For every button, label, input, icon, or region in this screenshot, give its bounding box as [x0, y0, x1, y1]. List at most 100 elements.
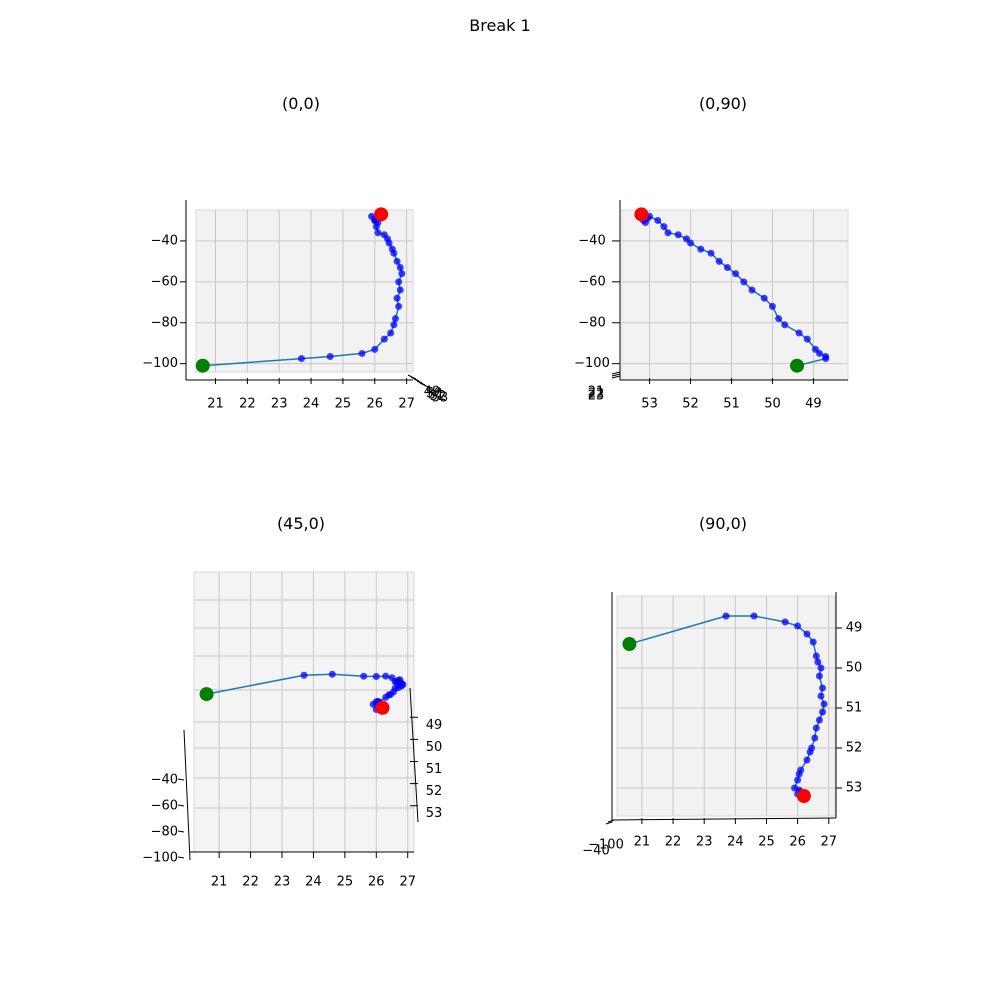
panel-0-0-track-point	[388, 245, 396, 253]
panel-0-0-track-point	[393, 257, 401, 265]
panel-90-0-tick-label: 51	[846, 701, 863, 716]
panel-45-0-tick-label: 52	[426, 784, 443, 799]
panel-90-0-track-point	[812, 652, 820, 660]
panel-0-0-track-point	[391, 315, 399, 323]
panel-0-90-track-point	[732, 270, 740, 278]
panel-90-0-axis-line	[611, 817, 837, 821]
panel-90-0-tick-label: 23	[696, 835, 713, 850]
panel-0-0-start-point	[195, 358, 210, 373]
panel-45-0-track-point	[382, 693, 390, 701]
panel-0-0-tick-label: 22	[239, 397, 256, 412]
panel-0-0-tick-label: 21	[207, 397, 224, 412]
panel-0-90-track-point	[822, 353, 830, 361]
panel-0-90-track-point	[674, 231, 682, 239]
panel-0-0-tick-label: 24	[303, 397, 320, 412]
panel-45-0-tick-label: 49	[426, 718, 443, 733]
panel-45-0	[177, 571, 419, 861]
panel-0-90-track-point	[781, 321, 789, 329]
panel-0-0-tick-label: 23	[271, 397, 288, 412]
panel-45-0-tick-label: 23	[274, 875, 291, 890]
panel-0-0-track-point	[396, 286, 404, 294]
panel-0-90-tick-label: 52	[682, 397, 699, 412]
panel-0-90-track-point	[775, 315, 783, 323]
panel-0-90-tick-label: 53	[641, 397, 658, 412]
panel-0-0-track-point	[371, 345, 379, 353]
panel-90-0-track-point	[781, 618, 789, 626]
panel-0-90-track-point	[697, 245, 705, 253]
panel-0-0-track-point	[390, 321, 398, 329]
panel-0-0-tick-label: 25	[335, 397, 352, 412]
panel-0-0-track-point	[374, 229, 382, 237]
panel-90-0-track-point	[803, 630, 811, 638]
panel-0-90-tick-label: 50	[764, 397, 781, 412]
panel-45-0-tick-label: 50	[426, 740, 443, 755]
panel-45-0-tick	[177, 804, 185, 807]
panel-0-0-tick-label: −100	[142, 356, 178, 371]
panel-45-0-tick	[177, 856, 185, 859]
panel-0-90-track-point	[723, 264, 731, 272]
panel-90-0-pane	[616, 595, 836, 817]
panel-0-90-pane	[621, 209, 849, 381]
panel-0-0-track-point	[395, 302, 403, 310]
panel-45-0-tick-label: 51	[426, 762, 443, 777]
panel-0-90-track-point	[664, 229, 672, 237]
panel-90-0	[605, 592, 842, 825]
subplot-title-90-0: (90,0)	[698, 514, 748, 533]
panel-0-0-tick	[419, 382, 429, 388]
panel-0-90-track-point	[707, 249, 715, 257]
panel-0-90	[611, 200, 849, 384]
panel-90-0-track-point	[820, 700, 828, 708]
panel-90-0-tick	[607, 819, 615, 823]
panel-90-0-track-point	[795, 770, 803, 778]
panel-45-0-tick	[177, 830, 185, 833]
panel-45-0-tick-label: 21	[211, 875, 228, 890]
panel-0-0-tick-label: −40	[151, 233, 178, 248]
panel-45-0-tick-label: −40	[151, 773, 178, 788]
panel-0-0-track-point	[326, 353, 334, 361]
panel-0-90-track-point	[803, 335, 811, 343]
panel-0-0-track-point	[380, 335, 388, 343]
panel-90-0-tick-label: 27	[820, 835, 837, 850]
panel-0-0-track-point	[396, 264, 404, 272]
panel-45-0-tick	[177, 778, 185, 781]
panel-90-0-track-point	[812, 724, 820, 732]
panel-45-0-end-point	[375, 700, 390, 715]
panel-90-0-track-point	[794, 776, 802, 784]
panel-0-90-tick-label: 21	[588, 385, 605, 400]
panel-45-0-tick-label: −60	[151, 799, 178, 814]
panel-0-90-tick	[611, 373, 621, 377]
figure-title: Break 1	[469, 16, 531, 35]
panel-0-0-track-point	[393, 294, 401, 302]
panel-0-0-tick-label: 49	[424, 385, 441, 400]
panel-45-0-track-point	[360, 672, 368, 680]
panel-45-0-tick-label: −80	[151, 825, 178, 840]
panel-0-0-tick-label: −60	[151, 274, 178, 289]
panel-90-0-track-point	[815, 716, 823, 724]
panel-90-0-tick-label: 25	[758, 835, 775, 850]
panel-0-90-track-point	[660, 223, 668, 231]
panel-90-0-tick-label: 49	[846, 621, 863, 636]
panel-90-0-track-point	[817, 664, 825, 672]
panel-90-0-tick	[605, 821, 613, 825]
panel-0-0-tick-label: 51	[428, 388, 445, 403]
panel-0-90-tick-label: −80	[578, 315, 605, 330]
panel-0-0-tick-label: 26	[366, 397, 383, 412]
panel-0-90-tick-label: −60	[578, 274, 605, 289]
panel-45-0-tick-label: 25	[337, 875, 354, 890]
panel-0-90-end-point	[634, 207, 649, 222]
panel-0-0-tick-label: 50	[426, 386, 443, 401]
panel-90-0-track-point	[811, 734, 819, 742]
panel-0-0-tick-label: 52	[430, 389, 447, 404]
panel-90-0-track-point	[817, 692, 825, 700]
panel-0-0-tick-label: 27	[398, 397, 415, 412]
panel-0-90-tick	[611, 371, 621, 375]
panel-0-90-track-point	[811, 345, 819, 353]
panel-0-0-track-point	[358, 349, 366, 357]
panel-0-0-track-point	[398, 270, 406, 278]
panel-90-0-tick-label: 53	[846, 781, 863, 796]
panel-0-0-tick-label: −80	[151, 315, 178, 330]
panel-45-0-track-point	[382, 672, 390, 680]
panel-45-0-tick-label: 53	[426, 806, 443, 821]
panel-0-0-pane	[195, 209, 414, 373]
panel-90-0-track-point	[803, 756, 811, 764]
